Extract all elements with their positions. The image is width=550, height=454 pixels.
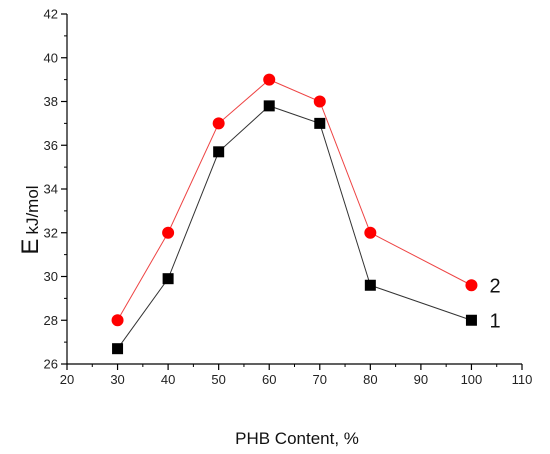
y-tick-label: 30 — [44, 269, 58, 284]
y-tick-label: 36 — [44, 138, 58, 153]
x-tick-label: 50 — [211, 372, 225, 387]
series-2-point — [263, 73, 276, 86]
axes — [66, 14, 522, 365]
series-2-point — [465, 279, 478, 292]
y-tick-label: 32 — [44, 225, 58, 240]
y-axis-label: EkJ/mol — [17, 185, 44, 254]
series-1-point — [314, 117, 326, 129]
series-2-point — [111, 314, 124, 327]
x-axis-label: PHB Content, % — [235, 429, 359, 448]
svg-text:EkJ/mol: EkJ/mol — [17, 185, 44, 254]
series-2-point — [313, 95, 326, 108]
x-tick-label: 80 — [363, 372, 377, 387]
series-1-label: 1 — [489, 310, 500, 332]
x-tick-label: 110 — [512, 372, 533, 387]
series-1-point — [465, 314, 477, 326]
y-tick-label: 38 — [44, 94, 58, 109]
series-1-point — [364, 279, 376, 291]
series-layer: 21 — [111, 73, 501, 355]
x-tick-label: 40 — [161, 372, 175, 387]
series-2-point — [162, 226, 175, 239]
y-ticks: 26 28 30 32 34 36 38 40 42 — [44, 7, 67, 372]
y-tick-label: 28 — [44, 313, 58, 328]
series-1: 1 — [112, 100, 501, 355]
y-axis-label-main: E — [17, 239, 44, 255]
x-tick-label: 70 — [313, 372, 327, 387]
y-tick-label: 34 — [44, 182, 58, 197]
x-tick-label: 90 — [414, 372, 428, 387]
series-2: 2 — [111, 73, 501, 327]
y-axis-label-unit: kJ/mol — [23, 185, 42, 234]
series-2-point — [212, 117, 225, 130]
y-tick-label: 26 — [44, 357, 58, 372]
series-2-point — [364, 226, 377, 239]
x-ticks: 20 30 40 50 60 70 80 90 100 110 — [60, 364, 533, 387]
y-tick-label: 42 — [44, 7, 58, 22]
x-tick-label: 30 — [110, 372, 124, 387]
series-2-label: 2 — [489, 275, 500, 297]
y-tick-label: 40 — [44, 50, 58, 65]
series-1-point — [213, 146, 225, 158]
x-tick-label: 60 — [262, 372, 276, 387]
series-1-point — [162, 273, 174, 285]
x-tick-label: 20 — [60, 372, 74, 387]
series-1-point — [263, 100, 275, 112]
series-1-point — [112, 343, 124, 355]
x-tick-label: 100 — [461, 372, 483, 387]
